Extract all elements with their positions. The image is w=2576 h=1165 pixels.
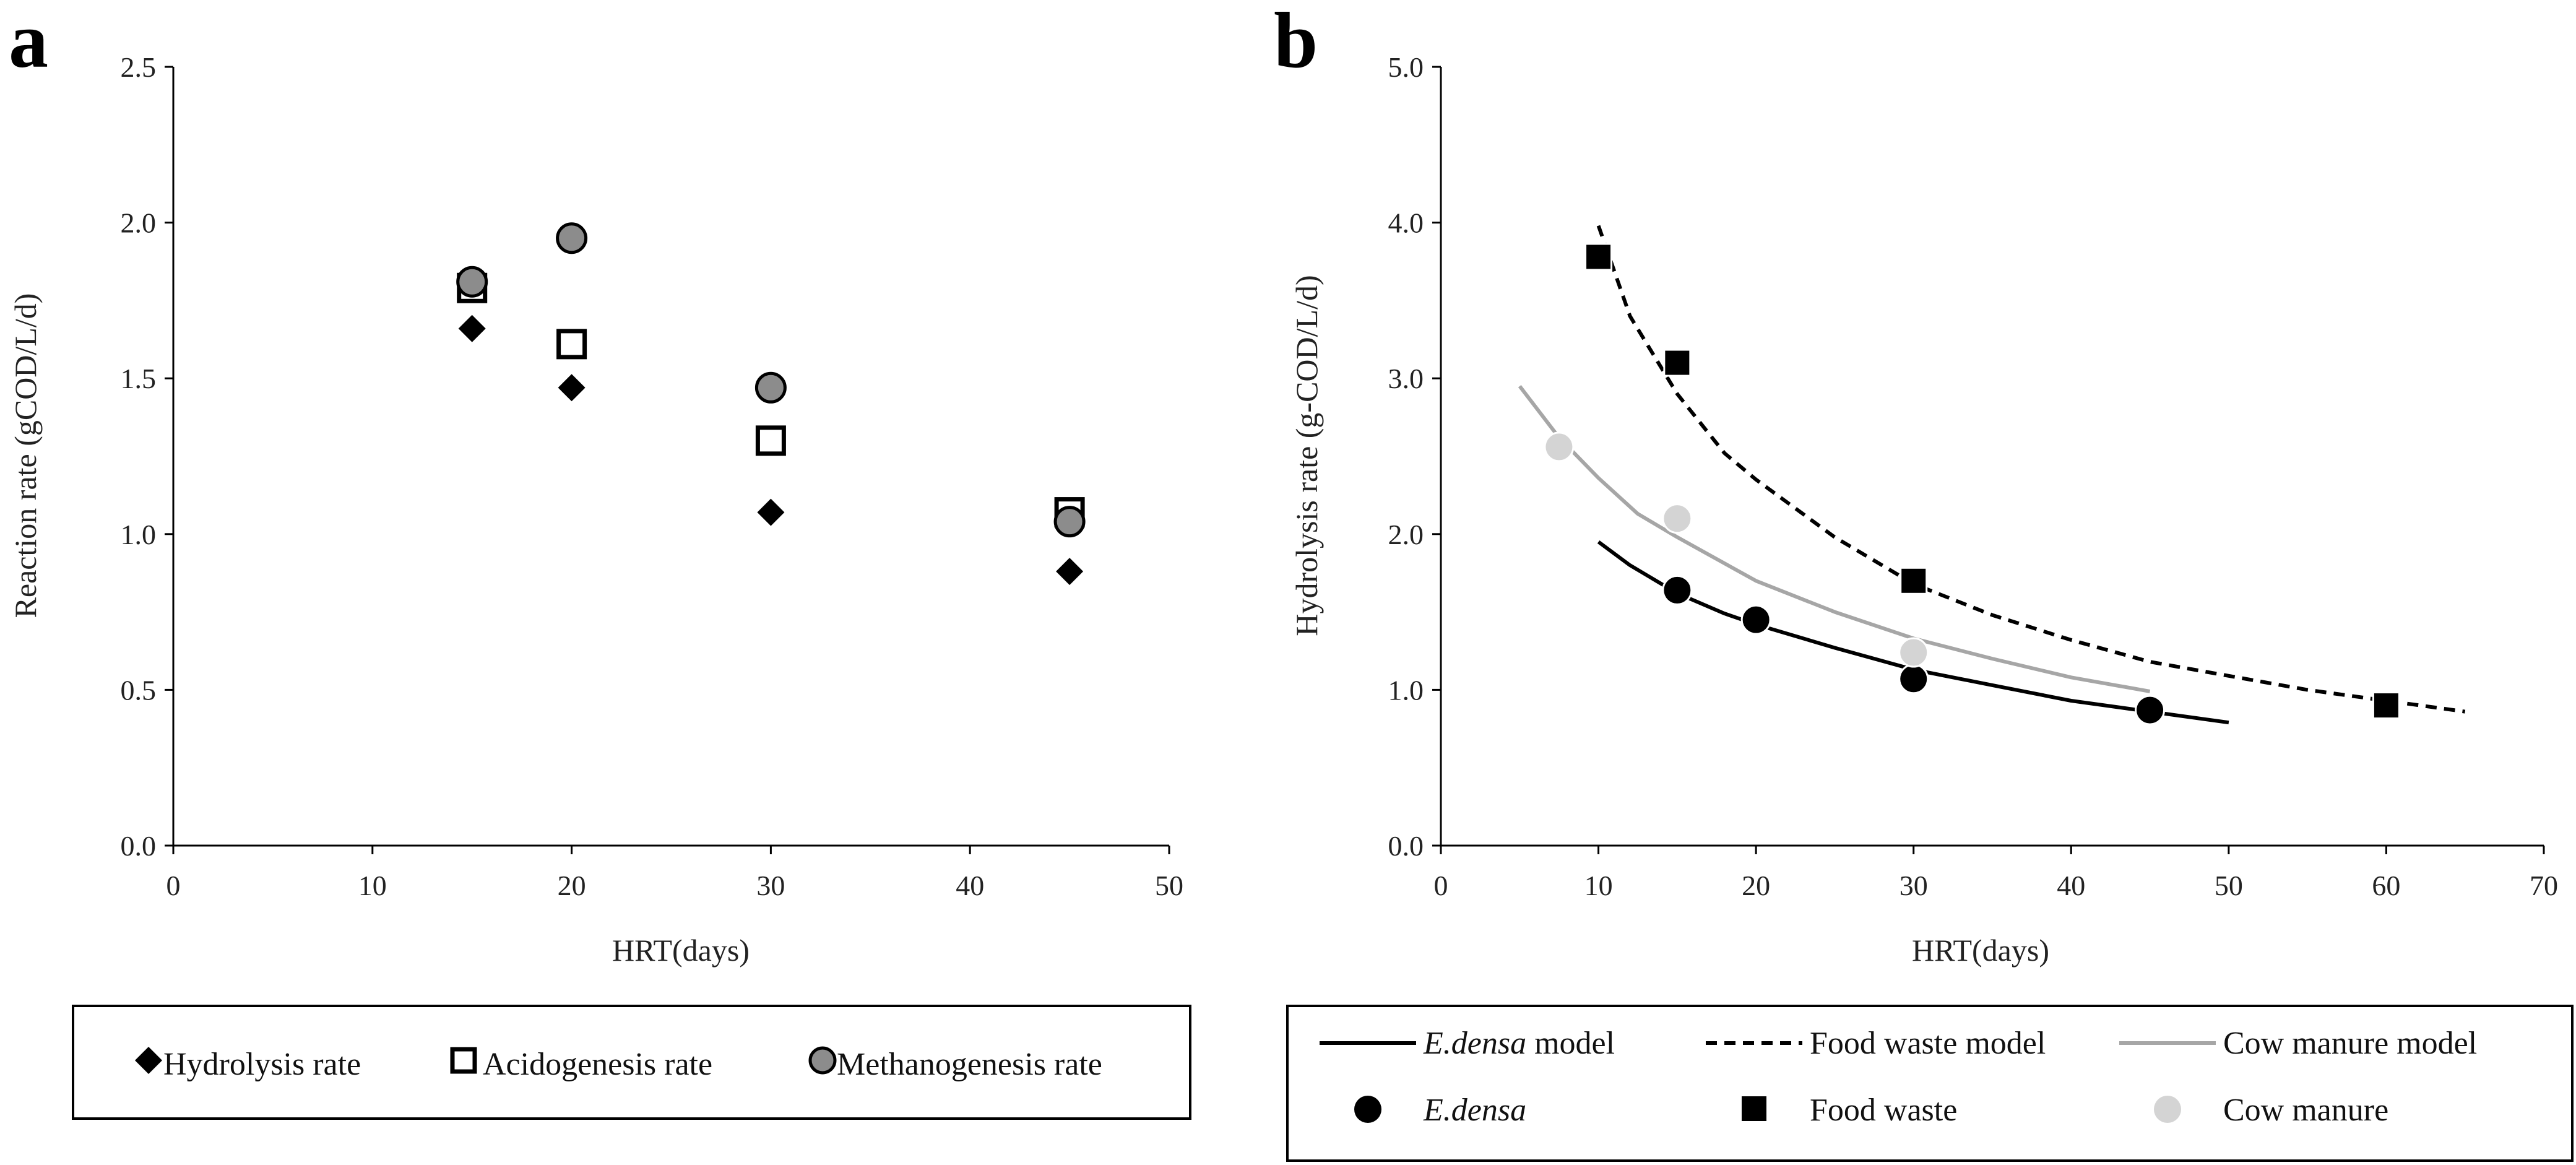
panel-b-y-tick-label: 3.0 xyxy=(1388,363,1424,394)
panel-a-x-tick-label: 10 xyxy=(358,870,387,901)
legend-hydrolysis-label: Hydrolysis rate xyxy=(163,1047,361,1082)
legend-food-waste-marker xyxy=(1742,1096,1766,1121)
food-waste-point xyxy=(1900,566,1928,595)
legend-hydrolysis-marker xyxy=(135,1047,162,1074)
panel-b-x-tick-label: 40 xyxy=(2057,870,2085,901)
legend-edensa-marker xyxy=(1354,1096,1381,1123)
panel-a-y-tick-label: 1.5 xyxy=(121,363,157,394)
panel-b-x-tick-label: 70 xyxy=(2530,870,2558,901)
panel-b-y-tick-label: 4.0 xyxy=(1388,207,1424,239)
panel-a-y-axis-label: Reaction rate (gCOD/L/d) xyxy=(8,293,43,618)
cow-manure-point xyxy=(1544,431,1575,462)
panel-b-x-tick-label: 50 xyxy=(2215,870,2243,901)
legend-edensa-model-italic: E.densa xyxy=(1423,1026,1526,1061)
hydrolysis-point xyxy=(458,314,486,342)
acidogenesis-point xyxy=(755,425,786,456)
panel-b-y-tick-label: 2.0 xyxy=(1388,519,1424,550)
panel-a-y-tick-label: 0.0 xyxy=(121,830,157,862)
panel-a-x-tick-label: 20 xyxy=(558,870,586,901)
panel-b-x-tick-label: 60 xyxy=(2372,870,2400,901)
panel-b-axes: 0.0 1.0 2.0 3.0 4.0 5.0 0 10 20 30 40 50 60 70 xyxy=(1388,51,2559,901)
panel-b-legend-frame xyxy=(1286,1005,2574,1162)
legend-food-waste-label: Food waste xyxy=(1810,1093,1957,1128)
methanogenesis-point xyxy=(754,371,787,404)
hydrolysis-point xyxy=(558,374,586,402)
panel-a-x-axis-label: HRT(days) xyxy=(612,933,750,968)
panel-b-y-tick-label: 0.0 xyxy=(1388,830,1424,862)
edensa-point xyxy=(2135,695,2166,725)
legend-cow-manure-label: Cow manure xyxy=(2223,1093,2388,1128)
food-waste-point xyxy=(1663,349,1692,377)
panel-a-y-tick-label: 0.5 xyxy=(121,674,157,706)
legend-methanogenesis-label: Methanogenesis rate xyxy=(837,1047,1102,1082)
methanogenesis-point xyxy=(456,266,488,298)
legend-food-waste-model-label: Food waste model xyxy=(1810,1026,2046,1061)
panel-a-x-tick-label: 40 xyxy=(956,870,984,901)
hydrolysis-point xyxy=(1056,558,1084,586)
panel-a-marks xyxy=(456,222,1086,586)
panel-a-chart: 0.00.51.01.52.02.50 10 20 30 40 50 HRT(days) … xyxy=(8,51,1183,968)
cow-manure-model-line xyxy=(1518,384,2151,693)
legend-cow-manure-model-label: Cow manure model xyxy=(2223,1026,2477,1061)
panel-a-legend-frame xyxy=(72,1005,1191,1120)
panel-a-y-tick-label: 2.5 xyxy=(121,51,157,83)
edensa-point xyxy=(1740,604,1771,635)
panel-b-x-tick-label: 20 xyxy=(1742,870,1770,901)
legend-cow-manure-marker xyxy=(2154,1096,2181,1123)
legend-acidogenesis-marker xyxy=(450,1047,477,1074)
legend-acidogenesis-label: Acidogenesis rate xyxy=(483,1047,712,1082)
panel-a-axes: 0.0 0.5 1.0 1.5 2.0 2.5 0 10 20 30 40 50 xyxy=(121,51,1184,901)
edensa-point xyxy=(1898,664,1929,695)
panel-b-y-tick-label: 5.0 xyxy=(1388,51,1424,83)
cow-manure-point xyxy=(1898,637,1929,668)
hydrolysis-point xyxy=(757,498,785,526)
edensa-point xyxy=(1662,574,1693,605)
legend-methanogenesis-marker xyxy=(808,1046,837,1075)
panel-b-marks xyxy=(1544,243,2400,725)
panel-a-letter: a xyxy=(9,0,48,84)
panel-a-y-tick-label: 2.0 xyxy=(121,207,157,239)
panel-b-y-axis-label: Hydrolysis rate (g-COD/L/d) xyxy=(1289,275,1324,636)
cow-manure-point xyxy=(1662,503,1693,534)
panel-a-x-tick-label: 30 xyxy=(756,870,785,901)
panel-b-x-tick-label: 10 xyxy=(1584,870,1613,901)
acidogenesis-point xyxy=(556,329,587,360)
panel-a-legend: Hydrolysis rate Acidogenesis rate Methan… xyxy=(72,1005,1191,1120)
panel-b-chart: 0.0 1.0 2.0 3.0 4.0 5.0 0 10 20 30 40 50 60 70 HRT(da… xyxy=(1289,51,2558,968)
panel-b-x-tick-label: 0 xyxy=(1434,870,1448,901)
food-waste-model-line xyxy=(1596,225,2466,714)
panel-a-x-tick-label: 50 xyxy=(1155,870,1183,901)
panel-b-legend: E.densa model Food waste model Cow manur… xyxy=(1286,1005,2574,1162)
panel-b-x-axis-label: HRT(days) xyxy=(1912,933,2049,968)
panel-a-y-tick-label: 1.0 xyxy=(121,519,157,550)
food-waste-point xyxy=(2372,691,2400,720)
panel-a-x-tick-label: 0 xyxy=(166,870,181,901)
legend-edensa-model-label: E.densa model xyxy=(1423,1026,1615,1061)
legend-edensa-label: E.densa xyxy=(1423,1093,1526,1128)
methanogenesis-point xyxy=(1053,506,1086,538)
panel-b-letter: b xyxy=(1274,0,1318,84)
food-waste-point xyxy=(1584,243,1613,271)
methanogenesis-point xyxy=(556,222,588,254)
edensa-model-line xyxy=(1597,540,2229,725)
panel-b-x-tick-label: 30 xyxy=(1900,870,1928,901)
panel-b-lines xyxy=(1518,225,2466,725)
legend-edensa-model-rest: model xyxy=(1526,1026,1615,1061)
panel-b-y-tick-label: 1.0 xyxy=(1388,674,1424,706)
